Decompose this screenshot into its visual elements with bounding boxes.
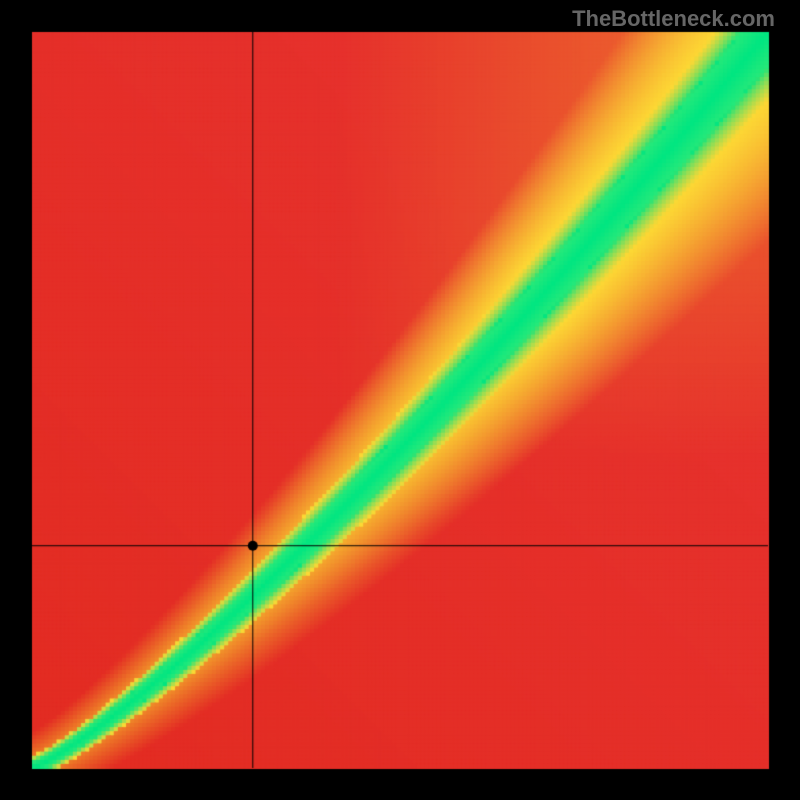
chart-container: TheBottleneck.com — [0, 0, 800, 800]
watermark-text: TheBottleneck.com — [572, 6, 775, 32]
heatmap-plot — [0, 0, 800, 800]
